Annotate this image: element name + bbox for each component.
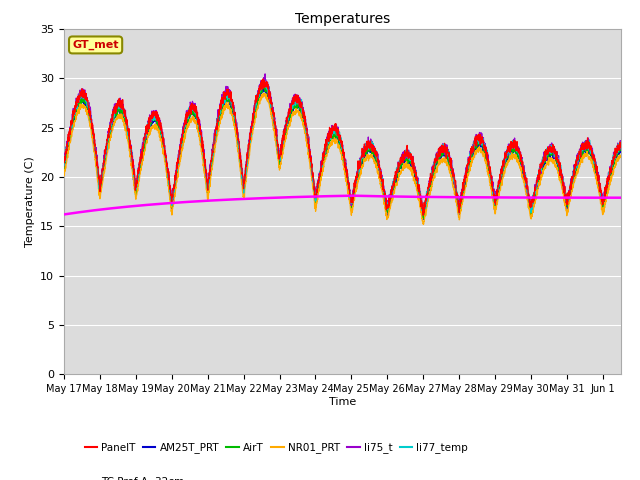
Legend: TC Prof A -32cm: TC Prof A -32cm bbox=[81, 473, 188, 480]
X-axis label: Time: Time bbox=[329, 397, 356, 407]
Text: GT_met: GT_met bbox=[72, 40, 119, 50]
Y-axis label: Temperature (C): Temperature (C) bbox=[24, 156, 35, 247]
Title: Temperatures: Temperatures bbox=[295, 12, 390, 26]
